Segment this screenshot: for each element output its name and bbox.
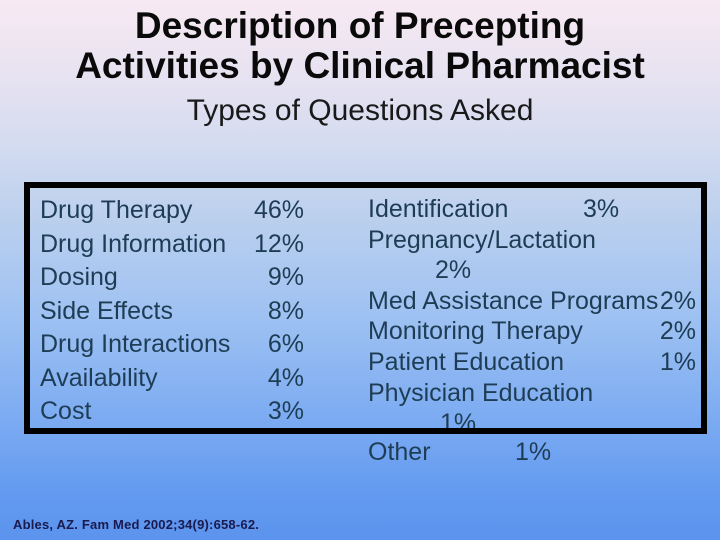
question-label: Physician Education	[368, 378, 594, 407]
question-list-right: Identification 3% Pregnancy/Lactation 2%…	[368, 194, 696, 439]
title-line-2: Activities by Clinical Pharmacist	[75, 45, 645, 86]
list-row: Drug Interactions 6%	[40, 328, 304, 362]
list-row: Dosing 9%	[40, 261, 304, 295]
question-list-left: Drug Therapy 46% Drug Information 12% Do…	[40, 194, 304, 429]
list-row: Cost 3%	[40, 395, 304, 429]
question-label: Patient Education	[368, 347, 564, 376]
slide-subtitle: Types of Questions Asked	[186, 94, 534, 127]
question-label: Cost	[40, 397, 92, 425]
title-line-1: Description of Precepting	[134, 5, 586, 46]
slide-title: Description of Precepting Activities by …	[0, 6, 720, 86]
question-label: Side Effects	[40, 296, 173, 325]
question-percent: 1%	[440, 409, 477, 438]
citation-text: Ables, AZ. Fam Med 2002;34(9):658-62.	[13, 517, 260, 532]
question-percent: 4%	[267, 363, 304, 392]
question-percent: 2%	[435, 256, 472, 285]
question-label: Med Assistance Programs	[368, 286, 659, 315]
question-percent: 2%	[659, 286, 696, 315]
list-row: Identification 3%	[368, 194, 696, 225]
question-percent: 8%	[267, 296, 304, 325]
question-label: Drug Interactions	[40, 330, 231, 358]
question-label: Dosing	[40, 263, 118, 291]
list-row: Drug Information 12%	[40, 228, 304, 262]
question-percent: 9%	[267, 263, 304, 291]
list-row: Med Assistance Programs 2%	[368, 286, 696, 317]
list-row: Monitoring Therapy 2%	[368, 316, 696, 347]
question-percent: 1%	[659, 347, 696, 376]
question-percent: 6%	[267, 330, 304, 358]
question-label: Monitoring Therapy	[368, 317, 583, 346]
question-label: Identification	[368, 195, 509, 223]
question-label: Availability	[40, 363, 158, 392]
list-row-other: Other 1%	[368, 437, 696, 467]
question-label: Pregnancy/Lactation	[368, 225, 596, 254]
question-label: Drug Information	[40, 229, 227, 258]
question-percent: 1%	[515, 438, 552, 466]
question-label: Other	[368, 438, 431, 466]
list-row: Drug Therapy 46%	[40, 194, 304, 228]
list-row: Patient Education 1%	[368, 347, 696, 378]
question-percent: 2%	[659, 317, 696, 346]
question-percent: 3%	[267, 397, 304, 425]
question-percent: 3%	[583, 195, 620, 223]
question-percent: 46%	[253, 196, 304, 224]
list-row: Availability 4%	[40, 362, 304, 396]
question-percent: 12%	[253, 229, 304, 258]
list-row: Side Effects 8%	[40, 295, 304, 329]
question-label: Drug Therapy	[40, 196, 193, 224]
